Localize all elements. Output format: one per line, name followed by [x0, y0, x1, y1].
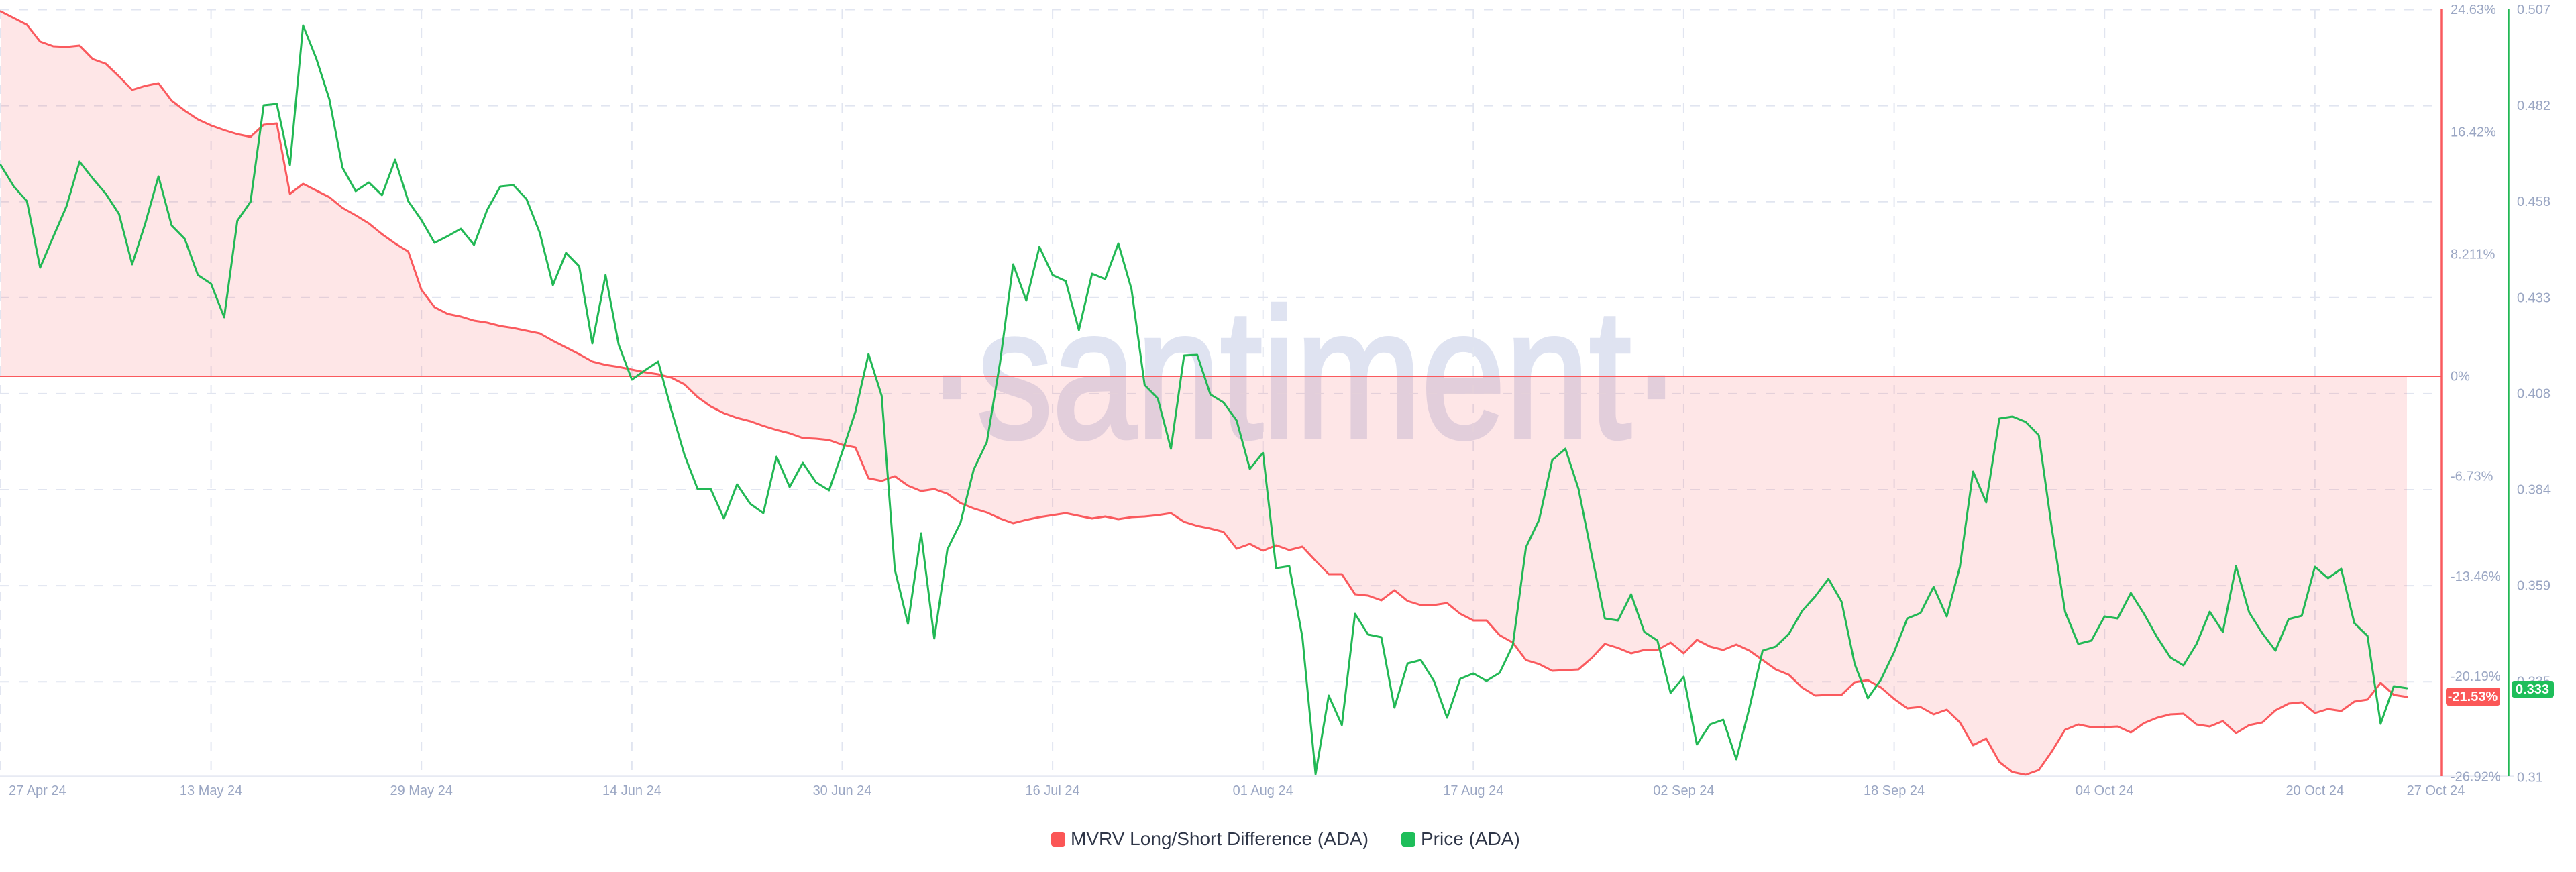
svg-text:-21.53%: -21.53%: [2448, 690, 2498, 704]
svg-text:-26.92%: -26.92%: [2451, 769, 2501, 784]
svg-text:0.384: 0.384: [2517, 483, 2551, 498]
svg-text:04 Oct 24: 04 Oct 24: [2076, 783, 2134, 798]
svg-text:0.458: 0.458: [2517, 195, 2551, 209]
svg-text:Price (ADA): Price (ADA): [1421, 828, 1520, 849]
svg-text:24.63%: 24.63%: [2451, 3, 2496, 17]
svg-text:27 Apr 24: 27 Apr 24: [9, 783, 66, 798]
svg-text:18 Sep 24: 18 Sep 24: [1864, 783, 1925, 798]
svg-text:16 Jul 24: 16 Jul 24: [1026, 783, 1080, 798]
svg-text:16.42%: 16.42%: [2451, 125, 2496, 140]
svg-text:0.408: 0.408: [2517, 386, 2551, 401]
svg-text:·santiment·: ·santiment·: [927, 271, 1682, 477]
svg-text:27 Oct 24: 27 Oct 24: [2407, 783, 2465, 798]
svg-text:0.31: 0.31: [2517, 770, 2543, 785]
svg-text:MVRV Long/Short Difference (AD: MVRV Long/Short Difference (ADA): [1071, 828, 1368, 849]
svg-text:8.211%: 8.211%: [2451, 247, 2496, 262]
svg-text:17 Aug 24: 17 Aug 24: [1443, 783, 1503, 798]
svg-text:0.359: 0.359: [2517, 579, 2551, 594]
svg-text:30 Jun 24: 30 Jun 24: [813, 783, 872, 798]
svg-text:29 May 24: 29 May 24: [390, 783, 453, 798]
svg-text:13 May 24: 13 May 24: [180, 783, 242, 798]
svg-text:-6.73%: -6.73%: [2451, 470, 2493, 484]
svg-text:14 Jun 24: 14 Jun 24: [602, 783, 661, 798]
svg-text:-20.19%: -20.19%: [2451, 669, 2501, 684]
svg-text:20 Oct 24: 20 Oct 24: [2286, 783, 2344, 798]
svg-text:0.433: 0.433: [2517, 290, 2551, 305]
svg-text:02 Sep 24: 02 Sep 24: [1653, 783, 1714, 798]
svg-text:0%: 0%: [2451, 370, 2470, 384]
svg-text:-13.46%: -13.46%: [2451, 569, 2501, 584]
svg-text:01 Aug 24: 01 Aug 24: [1233, 783, 1293, 798]
svg-text:0.507: 0.507: [2517, 3, 2551, 17]
svg-text:0.333: 0.333: [2516, 682, 2549, 697]
svg-text:0.482: 0.482: [2517, 99, 2551, 113]
